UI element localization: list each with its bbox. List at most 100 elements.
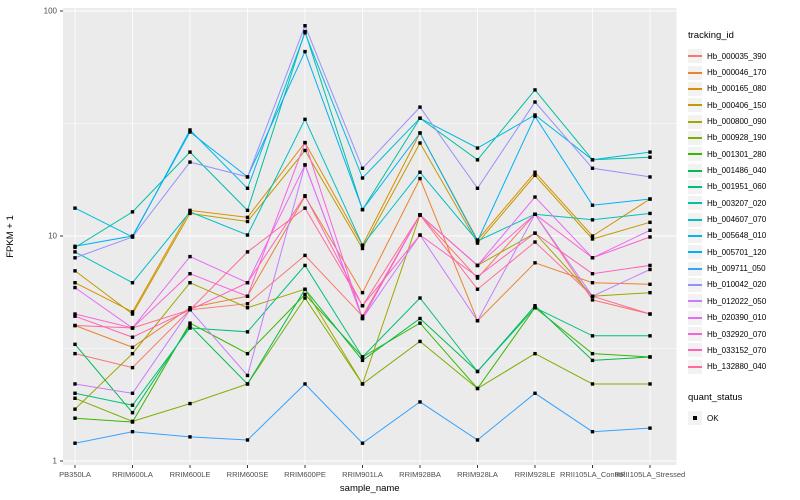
legend-key-line-icon xyxy=(688,245,702,260)
data-point xyxy=(245,175,250,179)
data-point xyxy=(590,256,595,260)
data-point xyxy=(188,401,192,406)
data-point xyxy=(590,298,595,302)
data-point xyxy=(590,334,595,338)
data-point xyxy=(590,271,595,276)
data-point xyxy=(73,285,77,290)
data-point xyxy=(245,302,250,306)
data-point xyxy=(418,176,422,181)
data-point xyxy=(533,304,537,308)
legend-key-line-icon xyxy=(688,98,702,113)
data-point xyxy=(303,296,307,300)
legend-item-Hb_010042_020: Hb_010042_020 xyxy=(688,277,798,293)
legend-item-label: Hb_033152_070 xyxy=(707,345,767,355)
legend-item-label: OK xyxy=(707,413,719,423)
data-point xyxy=(648,312,652,316)
data-point xyxy=(648,228,652,233)
legend-key-line-icon xyxy=(688,81,702,96)
legend-key-line-icon xyxy=(688,147,702,162)
data-point xyxy=(73,206,77,210)
data-point xyxy=(303,163,307,167)
data-point xyxy=(188,435,192,439)
data-point xyxy=(130,403,135,407)
data-point xyxy=(245,208,250,213)
data-point xyxy=(418,213,422,217)
legend-items-tracking-id: Hb_000035_390 Hb_000046_170 Hb_000165_080 H… xyxy=(688,48,798,375)
data-point xyxy=(418,233,422,237)
data-point xyxy=(648,155,652,159)
data-point xyxy=(418,105,422,109)
legend-item-label: Hb_001301_280 xyxy=(707,149,767,159)
data-points xyxy=(73,24,652,445)
data-point xyxy=(130,410,135,415)
data-point xyxy=(188,271,192,276)
y-axis-title: FPKM + 1 xyxy=(5,215,16,258)
data-point xyxy=(475,438,480,442)
y-tick-labels: 1 10 100 xyxy=(44,7,58,466)
data-point xyxy=(533,261,537,265)
data-point xyxy=(590,203,595,207)
legend-item-label: Hb_000406_150 xyxy=(707,100,767,110)
legend-item-label: Hb_000046_170 xyxy=(707,68,767,78)
data-point xyxy=(648,235,652,239)
data-point xyxy=(475,386,480,391)
data-point xyxy=(590,358,595,363)
data-point xyxy=(360,207,365,212)
legend-item-label: Hb_003207_020 xyxy=(707,198,767,208)
legend-key-line-icon xyxy=(688,65,702,80)
data-point xyxy=(590,237,595,241)
data-point xyxy=(648,175,652,179)
data-point xyxy=(648,267,652,272)
legend-quant-status: quant_status OK xyxy=(688,392,798,426)
legend-item-Hb_033152_070: Hb_033152_070 xyxy=(688,342,798,358)
legend-item-Hb_020390_010: Hb_020390_010 xyxy=(688,310,798,326)
data-point xyxy=(648,197,652,201)
x-tick-label-RRII105LA_Stressed: RRII105LA_Stressed xyxy=(615,470,685,479)
data-point xyxy=(303,382,307,386)
data-point xyxy=(418,131,422,135)
legend-item-label: Hb_000800_090 xyxy=(707,117,767,127)
data-point xyxy=(130,429,135,434)
legend-item-Hb_000406_150: Hb_000406_150 xyxy=(688,97,798,113)
legend-item-label: Hb_032920_070 xyxy=(707,329,767,339)
data-point xyxy=(73,269,77,273)
data-point xyxy=(360,355,365,359)
data-point xyxy=(360,176,365,180)
data-point xyxy=(130,345,135,350)
legend-item-label: Hb_012022_050 xyxy=(707,296,767,306)
data-point xyxy=(418,339,422,344)
legend-item-label: Hb_001951_060 xyxy=(707,182,767,192)
data-point xyxy=(245,294,250,298)
legend-key-line-icon xyxy=(688,277,702,292)
data-point xyxy=(533,240,537,244)
data-point xyxy=(360,243,365,247)
data-point xyxy=(188,308,192,312)
data-point xyxy=(188,281,192,285)
y-tick-label-10: 10 xyxy=(48,232,57,241)
data-point xyxy=(418,296,422,300)
data-point xyxy=(533,391,537,395)
data-point xyxy=(130,312,135,316)
data-point xyxy=(73,244,77,248)
x-tick-label-RRIM928LA: RRIM928LA xyxy=(457,470,498,479)
data-point xyxy=(590,281,595,285)
data-point xyxy=(648,290,652,295)
data-point xyxy=(73,281,77,285)
data-point xyxy=(590,218,595,222)
data-point xyxy=(130,235,135,239)
legend-title-tracking-id: tracking_id xyxy=(688,30,734,41)
data-point xyxy=(303,31,307,35)
legend-item-label: Hb_010042_020 xyxy=(707,280,767,290)
data-point xyxy=(245,351,250,356)
data-point xyxy=(303,292,307,297)
data-point xyxy=(73,323,77,328)
data-point xyxy=(303,253,307,258)
legend-item-Hb_032920_070: Hb_032920_070 xyxy=(688,326,798,342)
legend-item-label: Hb_005648_010 xyxy=(707,231,767,241)
data-point xyxy=(533,195,537,199)
data-point xyxy=(245,250,250,254)
x-tick-label-RRIM600PE: RRIM600PE xyxy=(284,470,326,479)
x-tick-label-RRIM600LE: RRIM600LE xyxy=(170,470,211,479)
